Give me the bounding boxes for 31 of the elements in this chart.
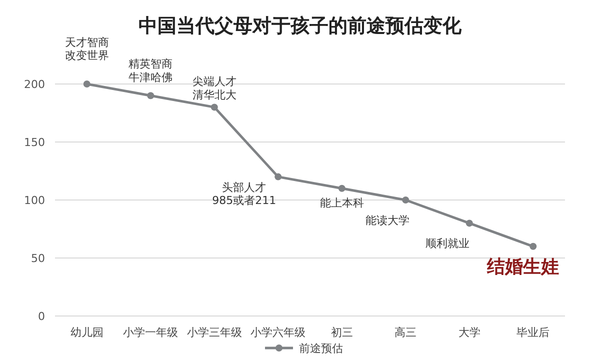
x-tick-label: 初三 — [330, 326, 353, 339]
point — [530, 242, 537, 250]
point — [274, 173, 282, 180]
annotation: 尖端人才清华北大 — [192, 75, 236, 102]
annotation: 天才智商改变世界 — [64, 36, 109, 62]
x-tick-label: 幼儿园 — [70, 326, 104, 339]
y-tick-label: 150 — [24, 136, 45, 149]
point — [402, 196, 410, 204]
chart-title: 中国当代父母对于孩子的前途预估变化 — [138, 15, 462, 37]
y-tick-label: 100 — [24, 194, 45, 207]
point — [210, 104, 218, 111]
point — [147, 92, 154, 100]
point — [466, 220, 473, 227]
annotation: 精英智商牛津哈佛 — [128, 58, 173, 84]
annotation: 头部人才985或者211 — [212, 180, 276, 207]
x-tick-label: 高三 — [394, 326, 417, 339]
x-tick-label: 小学一年级 — [123, 326, 178, 339]
annotation: 结婚生娃 — [486, 256, 560, 278]
annotation: 能读大学 — [366, 214, 410, 227]
legend-label: 前途预估 — [299, 342, 343, 355]
y-tick-label: 50 — [31, 252, 45, 265]
x-tick-label: 小学六年级 — [250, 326, 306, 339]
x-tick-label: 大学 — [458, 326, 480, 339]
annotation: 能上本科 — [320, 196, 364, 210]
x-tick-label: 小学三年级 — [186, 326, 242, 339]
x-tick-label: 毕业后 — [516, 326, 550, 339]
annotation: 顺利就业 — [425, 237, 470, 250]
y-tick-label: 0 — [38, 310, 45, 323]
point — [338, 184, 346, 192]
point — [83, 80, 90, 88]
y-tick-label: 200 — [24, 78, 45, 91]
